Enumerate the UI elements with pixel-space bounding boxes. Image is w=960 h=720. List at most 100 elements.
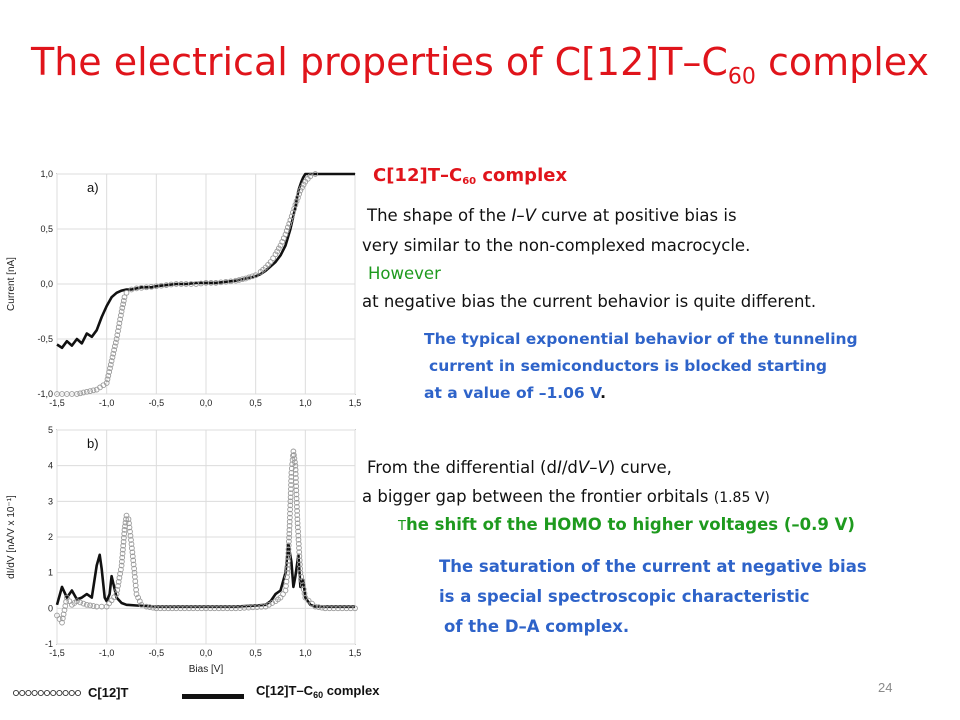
series-point-1-1 [290,448,297,455]
series-point-0-1 [300,181,307,188]
series-point-1-1 [121,534,127,541]
note-1-line-1: The typical exponential behavior of the … [424,330,858,348]
complex-heading: C[12]T–C60 complex [373,165,568,187]
series-point-0-1 [275,245,282,252]
series-point-0-1 [246,274,252,281]
series-point-0-1 [282,231,289,238]
series-point-1-1 [123,516,129,523]
series-point-1-1 [295,536,302,543]
series-point-1-1 [286,534,292,541]
series-point-1-1 [61,607,68,613]
series-point-0-1 [105,372,112,379]
series-point-0-1 [283,228,290,234]
series-point-1-1 [266,601,272,608]
series-point-1-1 [296,545,302,551]
series-point-0-1 [115,324,122,331]
x-tick-label: -1,0 [99,398,115,408]
series-point-1-1 [352,605,358,612]
x-axis-label: Bias [V] [189,664,224,675]
series-point-0-1 [108,358,115,364]
series-point-0-1 [120,297,127,304]
series-point-1-1 [285,554,292,560]
series-point-1-1 [286,518,293,525]
series-point-0-1 [114,332,121,338]
series-point-1-1 [298,573,305,580]
note-2-line-1: The saturation of the current at negativ… [439,557,867,576]
x-tick-label: -1,0 [99,648,115,658]
series-point-1-1 [181,605,188,612]
series-point-0-1 [118,308,125,315]
series-point-0-1 [274,248,281,255]
chart-panel-b: -1,5 -1,0 -0,5 0,0 0,5 1,0 1,5 -1 0 1 2 3 4 5 b) dI/dV … [6,425,361,675]
series-point-1-1 [297,565,303,572]
x-tick-label: 1,5 [349,648,362,658]
legend-circle [37,689,44,697]
series-point-1-1 [127,532,134,539]
series-point-1-1 [291,455,298,462]
series-point-1-1 [343,605,350,612]
series-point-1-1 [296,557,303,564]
series-point-0-1 [120,301,126,308]
series-point-0-1 [111,347,117,353]
series-point-1-1 [284,562,291,568]
series-point-0-1 [103,380,110,386]
series-point-1-1 [186,605,192,612]
series-point-1-1 [300,586,307,593]
series-point-1-1 [129,545,135,552]
series-point-1-1 [269,600,276,606]
note-2-line-2: is a special spectroscopic characteristi… [439,587,810,606]
series-point-1-1 [136,598,143,605]
series-point-1-1 [295,532,302,539]
series-point-1-1 [190,605,197,612]
series-point-1-1 [228,605,235,612]
series-point-1-1 [117,570,123,577]
series-point-0-1 [236,277,242,283]
series-point-1-1 [115,583,121,589]
series-point-1-1 [347,605,354,612]
series-point-1-1 [294,520,301,527]
series-point-1-1 [129,549,136,556]
y-tick-label: -1 [45,639,53,649]
series-point-1-1 [126,524,133,531]
series-line-1-0 [55,542,355,608]
series-point-1-1 [143,603,150,610]
legend-circle [74,689,82,697]
series-point-1-1 [74,598,80,605]
series-point-1-1 [157,605,164,612]
series-point-1-1 [116,574,123,581]
series-point-1-1 [285,542,292,549]
series-point-1-1 [80,600,87,607]
series-point-0-1 [239,276,246,283]
series-point-1-1 [77,599,84,606]
series-point-1-1 [296,549,303,555]
series-point-1-1 [287,498,294,505]
y-tick-label: 1 [48,568,53,578]
series-point-1-1 [132,574,138,580]
series-point-0-1 [112,339,119,346]
series-point-1-1 [129,553,136,560]
legend-circle [12,689,20,697]
series-point-1-1 [285,546,292,553]
series-point-1-1 [287,510,293,517]
series-point-1-1 [293,479,299,485]
x-tick-label: 0,0 [200,648,213,658]
legend-circle [50,689,57,697]
series-point-1-1 [121,530,128,537]
chart-panel-a: -1,5 -1,0 -0,5 0,0 0,5 1,0 1,5-1,0-0,50,00,51,… [6,169,361,408]
series-point-0-1 [110,350,117,357]
legend-open-label: C[12]T [88,685,129,700]
series-point-1-1 [211,605,218,612]
series-point-1-1 [294,508,300,514]
series-point-1-1 [291,452,297,458]
series-point-0-1 [109,354,116,361]
series-point-1-1 [83,601,90,608]
x-tick-label: -0,5 [149,398,165,408]
series-point-1-1 [203,605,209,612]
series-point-0-1 [80,389,87,396]
series-point-0-1 [272,251,279,258]
paragraph-1-line-1: The shape of the I–V curve at positive b… [367,206,737,225]
series-point-1-1 [295,528,301,535]
x-tick-label: -0,5 [149,648,165,658]
legend-solid-label: C[12]T–C60 complex [256,683,380,700]
series-point-0-1 [119,305,126,311]
